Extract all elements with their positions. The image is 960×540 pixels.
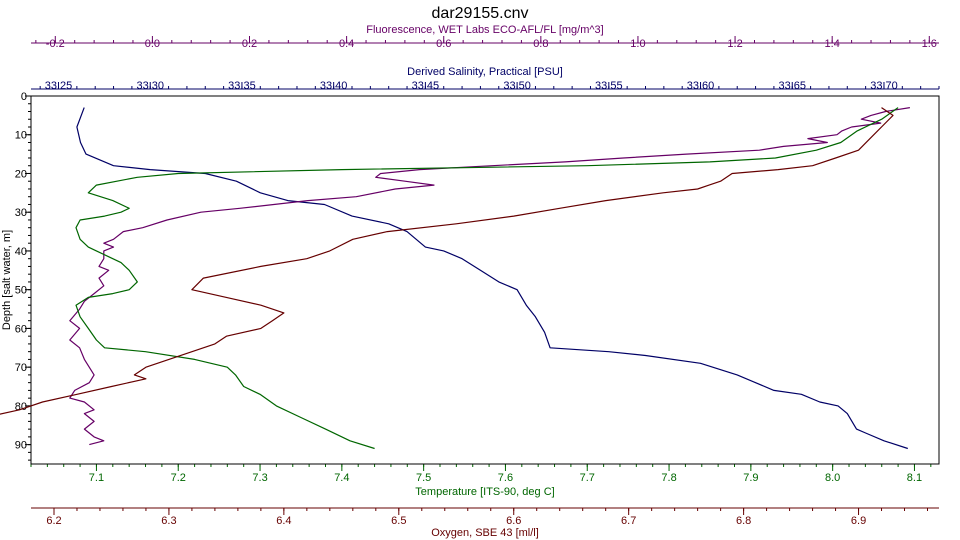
oxygen-tick-label: 6.7 (621, 515, 636, 527)
fluorescence-tick-label: 1.2 (727, 38, 742, 50)
salinity-axis-label: Derived Salinity, Practical [PSU] (407, 66, 563, 78)
fluorescence-tick-label: 1.0 (630, 38, 645, 50)
oxygen-tick-label: 6.2 (46, 515, 61, 527)
salinity-tick-label: 33.30 (136, 80, 164, 92)
axes-layer: -0.2 0.0 0.2 0.4 0.6 0.8 1.0 1.2 1.4 1.6 Fluoresce… (1, 24, 940, 539)
depth-tick-label: 90 (15, 440, 27, 452)
oxygen-tick-label: 6.5 (391, 515, 406, 527)
salinity-tick-label: 33.25 (45, 80, 73, 92)
salinity-tick-label: 33.65 (778, 80, 806, 92)
fluorescence-tick-label: 0.2 (242, 38, 257, 50)
oxygen-tick-label: 6.8 (736, 515, 751, 527)
depth-tick-label: 10 (15, 130, 27, 142)
fluorescence-axis-label: Fluorescence, WET Labs ECO-AFL/FL [mg/m^… (366, 24, 603, 36)
fluorescence-tick-label: 0.0 (145, 38, 160, 50)
fluorescence-tick-label: 0.4 (339, 38, 354, 50)
temperature-tick-label: 7.8 (661, 472, 676, 484)
fluorescence-tick-label: 0.8 (533, 38, 548, 50)
salinity-tick-label: 33.40 (320, 80, 348, 92)
chart-title: dar29155.cnv (432, 5, 529, 22)
temperature-tick-label: 7.5 (416, 472, 431, 484)
temperature-tick-label: 8.0 (825, 472, 840, 484)
fluorescence-axis: -0.2 0.0 0.2 0.4 0.6 0.8 1.0 1.2 1.4 1.6 Fluoresce… (31, 24, 939, 50)
salinity-tick-label: 33.50 (503, 80, 531, 92)
depth-tick-label: 80 (15, 401, 27, 413)
temperature-tick-label: 7.4 (334, 472, 349, 484)
temperature-tick-label: 7.9 (743, 472, 758, 484)
salinity-axis: 33.25 33.30 33.35 33.40 33.45 33.50 33.55 33.60… (31, 66, 940, 92)
oxygen-profile-line (0, 107, 894, 415)
depth-axis-label: Depth [salt water, m] (1, 230, 13, 330)
temperature-tick-label: 7.3 (252, 472, 267, 484)
fluorescence-tick-label: 1.6 (922, 38, 937, 50)
plot-area (30, 95, 940, 465)
oxygen-tick-label: 6.3 (161, 515, 176, 527)
temperature-tick-label: 7.7 (580, 472, 595, 484)
oxygen-tick-label: 6.9 (851, 515, 866, 527)
oxygen-tick-label: 6.4 (276, 515, 291, 527)
fluorescence-tick-label: 0.6 (436, 38, 451, 50)
depth-tick-label: 0 (21, 91, 27, 103)
salinity-tick-label: 33.45 (412, 80, 440, 92)
salinity-tick-label: 33.60 (687, 80, 715, 92)
fluorescence-tick-label: -0.2 (46, 38, 65, 50)
salinity-tick-label: 33.70 (870, 80, 898, 92)
fluorescence-tick-label: 1.4 (825, 38, 840, 50)
temperature-axis: 7.1 7.2 7.3 7.4 7.5 7.6 7.7 7.8 7.9 8.0 8.1 Tempera… (30, 463, 939, 498)
temperature-tick-label: 7.1 (89, 472, 104, 484)
salinity-tick-label: 33.35 (228, 80, 256, 92)
oxygen-tick-label: 6.6 (506, 515, 521, 527)
depth-tick-label: 60 (15, 323, 27, 335)
salinity-tick-label: 33.55 (595, 80, 623, 92)
oxygen-axis: 6.2 6.3 6.4 6.5 6.6 6.7 6.8 6.9 Oxygen, SBE 43 [… (31, 507, 939, 539)
oxygen-axis-label: Oxygen, SBE 43 [ml/l] (431, 527, 539, 539)
temperature-axis-label: Temperature [ITS-90, deg C] (415, 486, 554, 498)
fluorescence-profile-line (69, 107, 910, 446)
depth-tick-label: 30 (15, 207, 27, 219)
series-layer (0, 107, 910, 450)
temperature-tick-label: 8.1 (907, 472, 922, 484)
depth-axis: 0 10 20 30 40 50 60 70 80 90 Depth [salt water, m] (1, 91, 31, 461)
temperature-tick-label: 7.6 (498, 472, 513, 484)
salinity-profile-line (76, 107, 908, 450)
depth-tick-label: 40 (15, 246, 27, 258)
depth-tick-label: 70 (15, 362, 27, 374)
temperature-profile-line (75, 107, 899, 450)
depth-tick-label: 20 (15, 168, 27, 180)
temperature-tick-label: 7.2 (171, 472, 186, 484)
depth-tick-label: 50 (15, 285, 27, 297)
